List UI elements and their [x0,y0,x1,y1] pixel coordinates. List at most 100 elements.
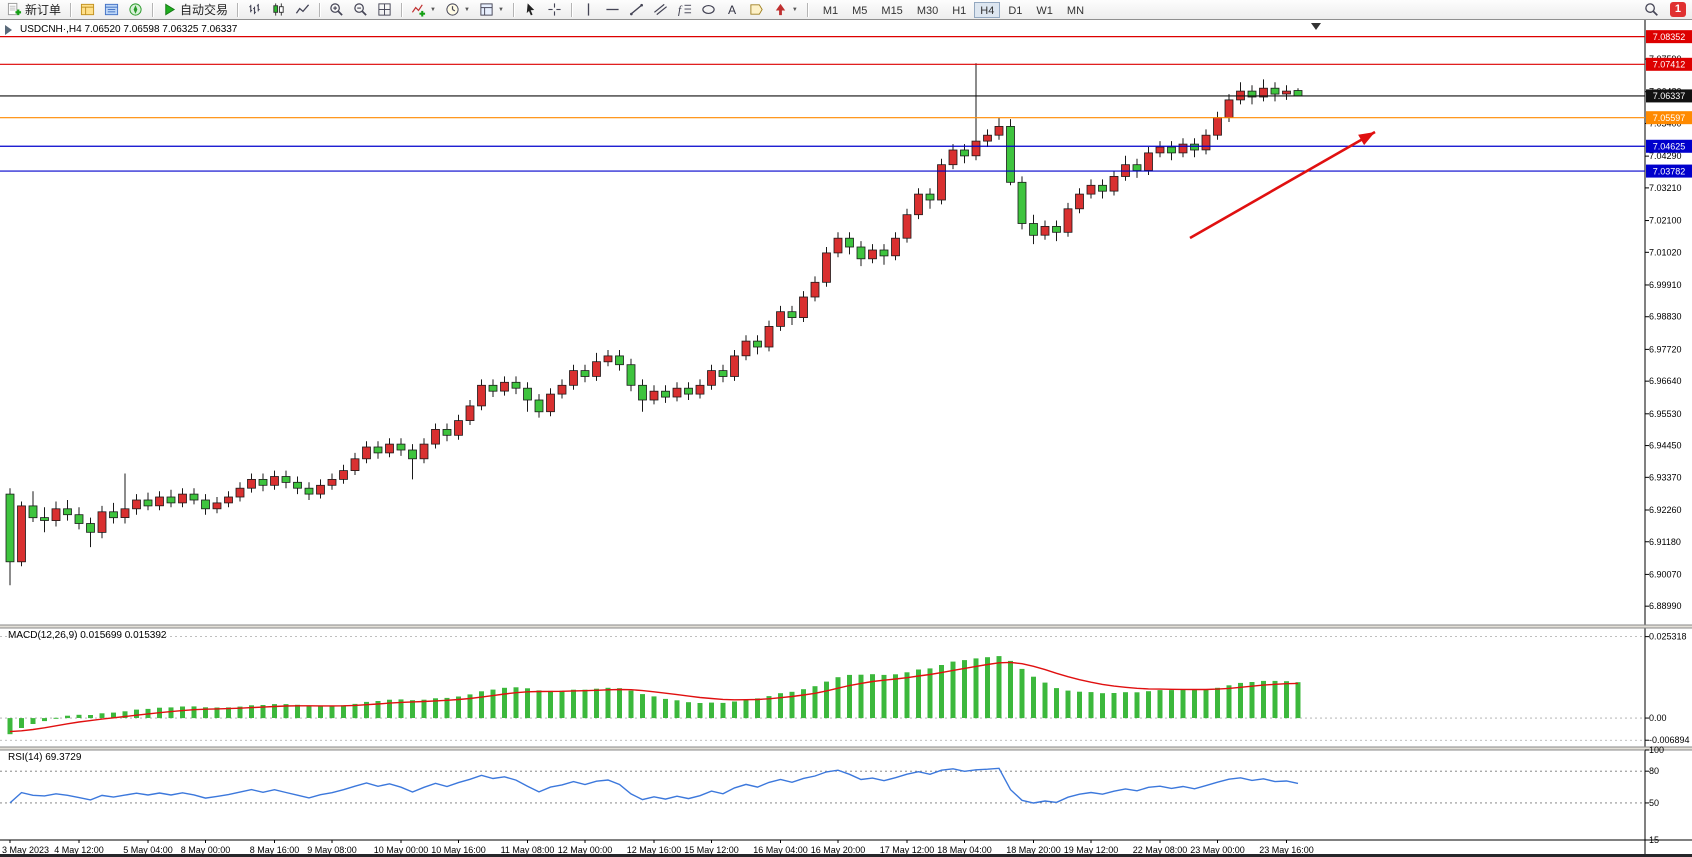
notification-badge[interactable]: 1 [1669,2,1686,17]
price-axis-label: 6.88990 [1649,601,1682,611]
periods-button[interactable]: ▼ [441,1,474,19]
market-watch-icon [80,2,95,17]
timeframe-h4[interactable]: H4 [974,1,1001,18]
clock-icon [445,2,460,17]
macd-histogram-bar [709,702,714,719]
vertical-line-button[interactable] [577,1,600,19]
candle-up [1109,175,1119,192]
candle-down [523,387,532,401]
macd-histogram-bar [778,693,783,718]
cursor-button[interactable] [519,1,542,19]
toolbar-separator [319,2,321,17]
timeframe-w1[interactable]: W1 [1036,4,1053,17]
macd-axis-label: -0.006894 [1649,735,1690,745]
panel-separator[interactable] [0,747,1692,750]
price-tag-label: 7.07412 [1653,59,1686,69]
text-label-button[interactable] [745,1,768,19]
one-click-trading-toggle[interactable] [5,25,12,35]
price-axis-label: 6.97720 [1649,344,1682,354]
panel-separator[interactable] [0,625,1692,628]
macd-histogram-bar [571,689,576,719]
macd-histogram-bar [467,694,473,718]
candlestick-chart-button[interactable] [267,1,290,19]
bar-chart-button[interactable] [243,1,266,19]
price-chart[interactable]: 7.075907.064807.054007.042907.032107.021… [0,20,1692,857]
shapes-button[interactable] [697,1,720,19]
macd-histogram-bar [628,690,634,718]
candle-up [419,443,429,460]
search-button[interactable] [1640,1,1663,19]
candle-up [362,446,371,460]
candle-up [1075,193,1084,210]
timeframe-m5[interactable]: M5 [852,4,868,17]
candle-up [902,214,912,239]
candle-up [120,508,130,518]
timeframe-m15[interactable]: M15 [881,4,903,17]
crosshair-button[interactable] [543,1,566,19]
fibonacci-button[interactable]: f [673,1,696,19]
macd-histogram-bar [490,689,496,719]
timeframe-m1[interactable]: M1 [822,4,839,17]
candle-down [1270,87,1280,95]
macd-histogram-bar [1272,680,1278,718]
candle-up [833,237,843,254]
macd-histogram-bar [812,686,818,719]
macd-histogram-bar [283,704,289,719]
macd-histogram-bar [99,713,105,718]
time-axis-label: 12 May 00:00 [558,845,613,855]
macd-histogram-bar [824,681,829,719]
navigator-button[interactable] [124,1,147,19]
new-order-button-label: 新订单 [25,3,62,17]
candle-down [40,517,49,521]
zoom-out-button[interactable] [349,1,372,19]
candle-down [1052,225,1061,233]
tile-windows-button[interactable] [373,1,396,19]
data-window-button[interactable] [100,1,123,19]
autotrading-button[interactable]: 自动交易 [158,1,232,19]
trend-arrow-head[interactable] [1358,132,1375,146]
templates-button[interactable]: ▼ [475,1,508,19]
timeframe-m30[interactable]: M30 [916,4,939,17]
timeframe-h1[interactable]: H1 [952,4,967,17]
candle-down [373,446,383,454]
macd-histogram-bar [1111,693,1117,718]
candlestick-series [5,63,1303,586]
macd-histogram-bar [789,691,795,719]
macd-histogram-bar [893,674,898,718]
macd-histogram-bar [870,674,875,718]
timeframe-d1[interactable]: D1 [1008,4,1023,17]
price-tag [1646,111,1692,125]
channel-button[interactable] [649,1,672,19]
dropdown-arrow-icon: ▼ [791,6,798,13]
toolbar-right: 1 [1640,1,1689,19]
time-axis-label: 8 May 16:00 [250,845,300,855]
timeframe-group: M1 M5 M15 M30 H1 H4 D1 W1 MN [817,1,1090,18]
candle-down [258,478,268,486]
line-chart-button[interactable] [291,1,314,19]
horizontal-line-button[interactable] [601,1,624,19]
zoom-in-button[interactable] [325,1,348,19]
macd-histogram-bar [697,703,703,718]
indicators-button[interactable]: ▼ [407,1,440,19]
macd-histogram-bar [755,698,760,718]
search-icon [1644,2,1659,17]
trendline-button[interactable] [625,1,648,19]
arrows-button[interactable]: ▼ [769,1,802,19]
macd-histogram-bar [398,699,404,718]
candle-up [891,237,900,257]
candle-down [1247,90,1257,98]
arrow-icon [773,2,788,17]
text-button[interactable]: A [721,1,744,19]
macd-histogram-bar [1157,690,1163,719]
candle-down [1132,164,1142,171]
trend-arrow[interactable] [1189,130,1376,240]
new-order-button[interactable]: 新订单 [3,1,65,19]
candle-up [914,193,923,216]
template-icon [479,2,494,17]
vertical-line-icon [581,2,596,17]
timeframe-mn[interactable]: MN [1066,4,1085,17]
market-watch-button[interactable] [76,1,99,19]
candle-down [1098,184,1107,192]
toolbar: 新订单 自动交易 ▼ ▼ ▼ f A ▼ M1 M5 M15 M30 H1 H4 D1 W1 MN 1 [0,0,1692,20]
candle-up [155,496,164,507]
